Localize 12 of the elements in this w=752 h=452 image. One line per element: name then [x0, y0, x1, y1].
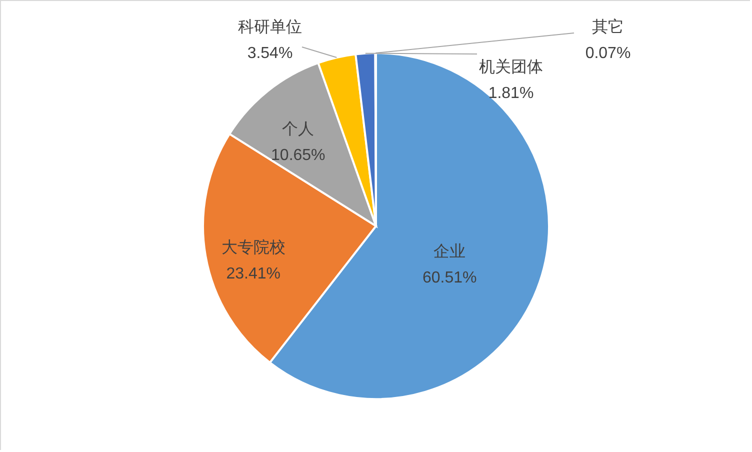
slice-label: 企业	[434, 242, 466, 260]
slice-label: 其它	[592, 18, 624, 36]
data-label: 3.54%	[247, 45, 293, 62]
data-label: 0.07%	[585, 45, 631, 62]
slice-label: 科研单位	[238, 18, 302, 36]
slice-label: 个人	[282, 120, 314, 138]
data-label: 1.81%	[488, 85, 534, 102]
data-label: 23.41%	[226, 266, 280, 283]
data-label: 60.51%	[422, 269, 477, 286]
slice-label: 机关团体	[479, 58, 543, 76]
slice-label: 大专院校	[221, 238, 286, 257]
data-label: 10.65%	[271, 146, 326, 164]
